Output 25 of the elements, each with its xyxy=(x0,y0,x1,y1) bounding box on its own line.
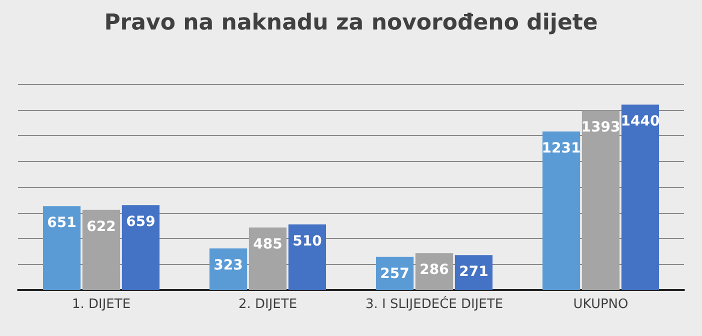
data-label: 622 xyxy=(86,218,116,235)
data-label: 659 xyxy=(126,214,156,230)
bar xyxy=(122,205,160,290)
data-label: 510 xyxy=(292,233,322,250)
data-label: 485 xyxy=(253,236,282,253)
data-label: 1393 xyxy=(581,120,620,136)
bar xyxy=(542,132,580,290)
bar xyxy=(248,228,287,290)
x-tick-label: 2. DIJETE xyxy=(238,297,298,312)
data-label: 1231 xyxy=(542,140,581,157)
data-label: 271 xyxy=(459,264,488,280)
data-label: 286 xyxy=(420,262,449,278)
data-label: 257 xyxy=(380,266,410,282)
bar xyxy=(582,110,620,290)
x-tick-label: 1. DIJETE xyxy=(72,297,131,312)
bar xyxy=(288,224,326,290)
x-tick-label: 3. I SLIJEDEĆE DIJETE xyxy=(365,295,504,312)
x-tick-label: UKUPNO xyxy=(573,297,628,312)
data-label: 323 xyxy=(214,257,243,274)
bar xyxy=(621,104,660,290)
data-label: 1440 xyxy=(620,114,660,130)
bar xyxy=(42,206,81,290)
chart-title: Pravo na naknadu za novorođeno dijete xyxy=(104,10,598,36)
bar xyxy=(82,210,120,290)
data-label: 651 xyxy=(47,215,76,232)
